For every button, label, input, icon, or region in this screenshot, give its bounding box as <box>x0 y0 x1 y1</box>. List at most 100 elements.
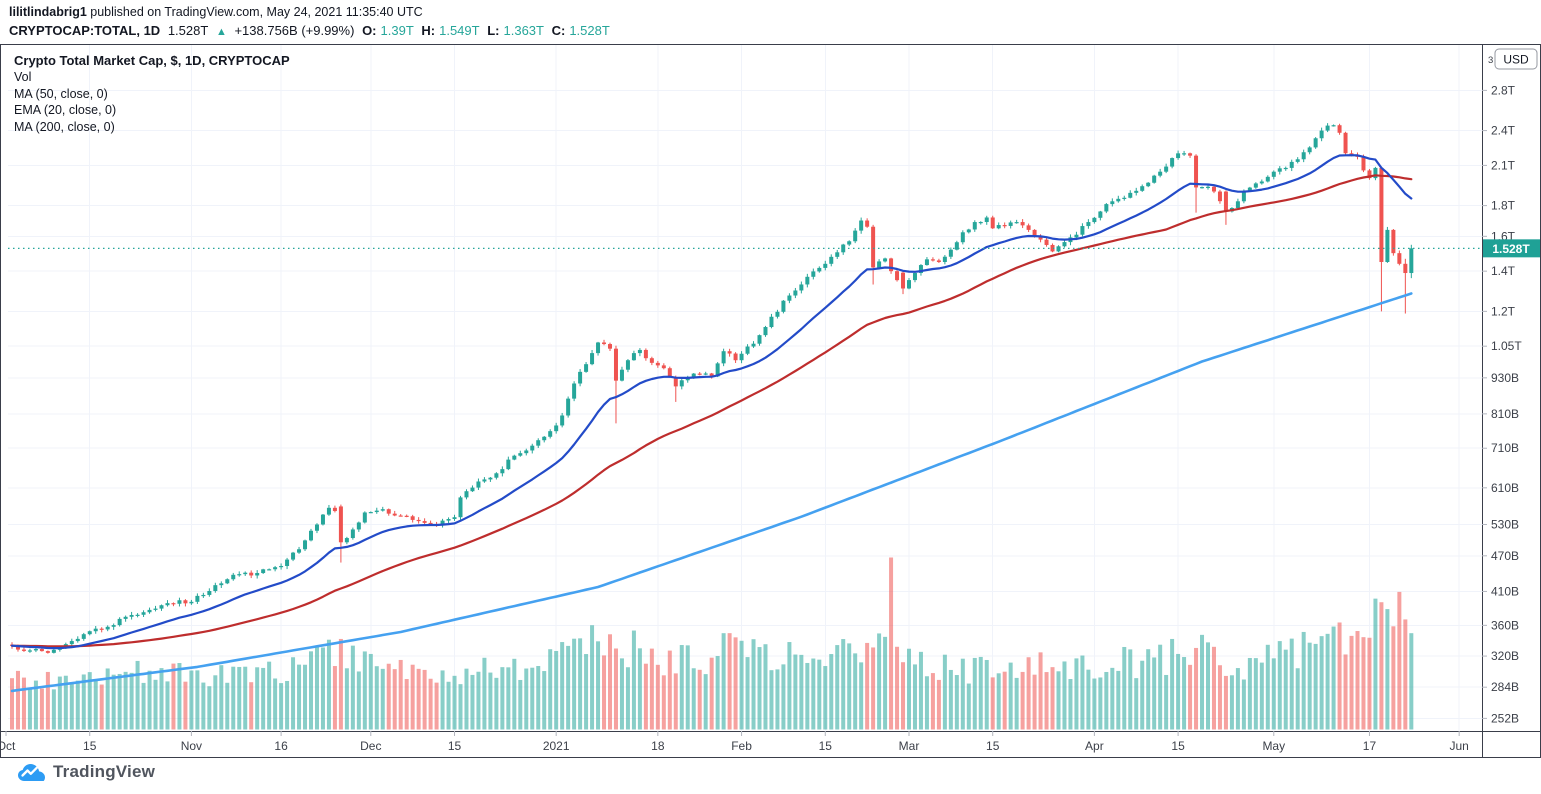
price-axis-label: 710B <box>1491 441 1519 455</box>
candle-body <box>912 273 917 281</box>
candle-body <box>1098 211 1103 218</box>
volume-bar <box>237 666 242 730</box>
candle-body <box>380 509 385 511</box>
volume-bar <box>548 649 553 730</box>
volume-bar <box>1200 634 1205 730</box>
candle-body <box>309 530 313 541</box>
close-label: C: <box>551 23 566 38</box>
candle-body <box>356 522 361 530</box>
candle-body <box>1074 234 1079 238</box>
candle-body <box>631 353 636 361</box>
volume-bar <box>691 668 696 730</box>
volume-bar <box>1110 667 1115 730</box>
candle-body <box>213 585 218 591</box>
high-value: 1.549T <box>439 23 480 38</box>
candle-body <box>637 349 642 354</box>
candle-body <box>105 626 110 630</box>
volume-bar <box>285 680 290 730</box>
candle-body <box>817 267 822 272</box>
price-chart[interactable]: 2.8T2.4T2.1T1.8T1.6T1.4T1.2T1.05T930B810… <box>0 44 1541 758</box>
volume-bar <box>542 671 547 730</box>
candle-body <box>350 529 355 539</box>
volume-bar <box>643 663 648 730</box>
candle-body <box>428 522 433 525</box>
candle-body <box>709 373 714 377</box>
currency-usd-button[interactable]: USD <box>1494 48 1538 70</box>
candle-body <box>1158 171 1163 176</box>
volume-bar <box>787 642 792 730</box>
candle-body <box>1122 197 1127 199</box>
candle-body <box>775 311 780 317</box>
candle-body <box>273 567 278 570</box>
axes-layer[interactable]: 2.8T2.4T2.1T1.8T1.6T1.4T1.2T1.05T930B810… <box>0 44 1541 758</box>
volume-bar <box>948 669 953 730</box>
candle-body <box>488 477 493 480</box>
volume-bar <box>1391 626 1396 730</box>
low-value: 1.363T <box>503 23 544 38</box>
volume-bar <box>135 660 140 730</box>
candle-body <box>805 276 810 285</box>
candle-body <box>219 583 224 586</box>
candle-body <box>751 343 756 347</box>
volume-bar <box>1217 665 1222 730</box>
volume-bar <box>1098 677 1103 730</box>
volume-bar <box>799 654 804 730</box>
volume-bar <box>1241 679 1246 730</box>
open-label: O: <box>362 23 377 38</box>
volume-bar <box>536 666 541 730</box>
candle-body <box>679 380 684 387</box>
volume-bar <box>572 638 577 730</box>
volume-bar <box>524 668 529 730</box>
volume-bar <box>1331 626 1336 730</box>
candle-body <box>225 579 230 584</box>
candle-body <box>1170 158 1175 167</box>
volume-bar <box>291 657 296 730</box>
volume-bar <box>225 682 230 730</box>
candle-body <box>1014 222 1019 224</box>
volume-bar <box>841 639 846 730</box>
candle-body <box>249 572 254 576</box>
tradingview-cloud-logo-icon <box>18 763 45 781</box>
moving-average-layer <box>8 154 1482 693</box>
candle-body <box>207 590 212 595</box>
volume-bar <box>661 675 666 730</box>
volume-bar <box>1385 609 1390 730</box>
price-axis-label: 360B <box>1491 618 1519 632</box>
volume-bar <box>1134 678 1139 730</box>
volume-bar <box>1122 646 1127 730</box>
ma50-line <box>10 174 1413 648</box>
candle-body <box>129 614 134 617</box>
volume-bar <box>45 671 50 730</box>
candle-body <box>1277 168 1282 172</box>
volume-bar <box>422 669 427 730</box>
candle-body <box>1385 229 1390 263</box>
candle-body <box>416 519 421 522</box>
volume-bar <box>123 671 128 730</box>
candle-body <box>39 648 44 652</box>
candle-body <box>1062 242 1067 247</box>
volume-bar <box>201 682 206 730</box>
time-axis-label: Feb <box>731 739 752 753</box>
candle-body <box>865 220 870 227</box>
volume-bar <box>847 643 852 730</box>
volume-bar <box>320 647 325 730</box>
volume-bar <box>1223 675 1228 730</box>
volume-bar <box>326 639 331 730</box>
candle-body <box>1026 225 1031 230</box>
chart-container[interactable]: 2.8T 2.4T 2.1T 1.8T 1.6T 1.4T 1.2T 1.05T 930B 810… <box>0 44 1541 758</box>
candle-body <box>183 600 188 604</box>
volume-bar <box>111 674 116 730</box>
volume-bar <box>410 664 415 730</box>
volume-bar <box>1104 671 1109 730</box>
candle-body <box>404 515 409 517</box>
candle-body <box>153 608 158 610</box>
volume-bar <box>793 654 798 730</box>
candle-body <box>171 603 176 605</box>
volume-bar <box>1026 657 1031 730</box>
volume-bar <box>75 680 80 730</box>
candle-body <box>721 351 726 364</box>
candle-body <box>554 425 559 432</box>
volume-bar <box>560 642 565 730</box>
volume-bar <box>219 665 224 730</box>
volume-bar <box>332 666 337 730</box>
